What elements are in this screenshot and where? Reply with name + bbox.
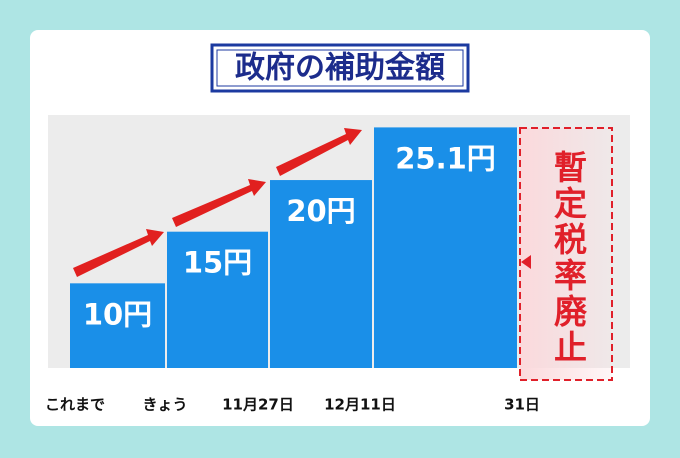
chart-title: 政府の補助金額 (235, 51, 445, 86)
data-label: 15円 (183, 246, 252, 280)
x-tick-label: 11月27日 (222, 396, 294, 414)
x-tick-label: 12月11日 (324, 396, 396, 414)
data-label: 20円 (286, 194, 355, 228)
x-tick-label: きょう (142, 396, 187, 414)
title-box-inner (216, 49, 464, 87)
title-box (210, 43, 470, 93)
data-label: 25.1円 (395, 141, 496, 175)
bar (167, 231, 268, 368)
arrow (172, 179, 266, 227)
bar (70, 283, 165, 368)
arrows (73, 128, 362, 277)
annotation-pointer (521, 255, 531, 269)
arrow (73, 229, 164, 277)
arrow (276, 128, 362, 176)
annotation: 暫定税率廃止 (549, 150, 588, 366)
bar (374, 127, 517, 368)
bar (270, 180, 372, 368)
data-label: 10円 (83, 297, 152, 331)
annotation-box (519, 127, 613, 381)
x-tick-label: これまで (45, 396, 105, 414)
x-tick-label: 31日 (504, 396, 540, 414)
